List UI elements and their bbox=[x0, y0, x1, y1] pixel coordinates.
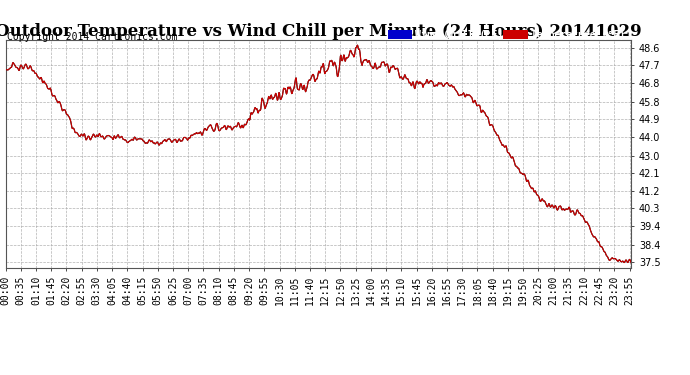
Text: Copyright 2014 Cartronics.com: Copyright 2014 Cartronics.com bbox=[7, 32, 177, 42]
Legend: Wind Chill (°F), Temperature (°F): Wind Chill (°F), Temperature (°F) bbox=[386, 28, 627, 42]
Title: Outdoor Temperature vs Wind Chill per Minute (24 Hours) 20141029: Outdoor Temperature vs Wind Chill per Mi… bbox=[0, 23, 642, 40]
